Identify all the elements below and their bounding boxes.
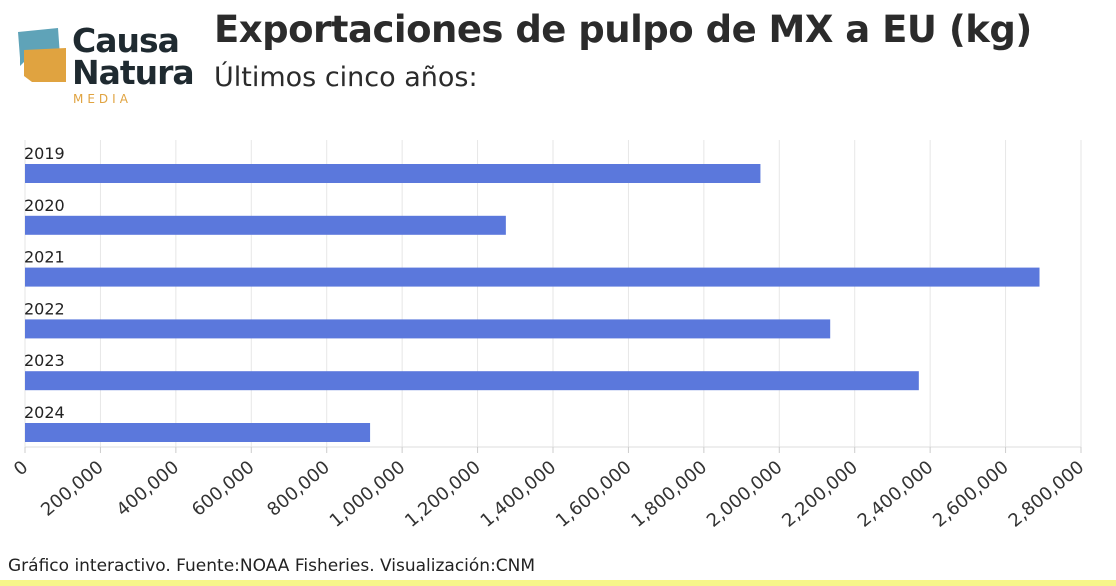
x-tick-label: 800,000 <box>263 457 334 521</box>
source-note: Gráfico interactivo. Fuente:NOAA Fisheri… <box>8 556 536 576</box>
logo-word-media: MEDIA <box>73 92 132 106</box>
category-label: 2020 <box>24 196 65 215</box>
bottom-highlight-band <box>0 580 1116 586</box>
bar <box>25 371 919 391</box>
bar <box>25 423 371 442</box>
x-tick-label: 1,600,000 <box>552 457 636 532</box>
x-tick-label: 1,800,000 <box>627 457 711 532</box>
x-tick-label: 2,600,000 <box>929 457 1013 532</box>
x-tick-label: 1,000,000 <box>326 457 410 532</box>
x-tick-label: 2,400,000 <box>854 457 938 532</box>
chart-subtitle: Últimos cinco años: <box>214 62 478 93</box>
category-label: 2024 <box>24 403 65 422</box>
logo-word-causa: Causa <box>72 21 180 60</box>
x-tick-label: 200,000 <box>37 457 108 521</box>
bar <box>25 267 1040 287</box>
category-label: 2022 <box>24 299 65 318</box>
bar <box>25 319 831 339</box>
category-label: 2019 <box>24 144 65 163</box>
x-tick-label: 2,200,000 <box>778 457 862 532</box>
x-tick-label: 2,000,000 <box>703 457 787 532</box>
category-label: 2021 <box>24 248 65 267</box>
logo-word-natura: Natura <box>72 53 195 92</box>
chart-title: Exportaciones de pulpo de MX a EU (kg) <box>214 8 1032 51</box>
causa-natura-logo: Causa Natura MEDIA <box>14 22 204 110</box>
bar <box>25 164 761 183</box>
x-tick-label: 1,200,000 <box>401 457 485 532</box>
category-label: 2023 <box>24 351 65 370</box>
bar-chart: 2019 2020 2021 2022 2023 2024 0 200,000 400,000 6… <box>10 140 1089 532</box>
x-tick-label: 400,000 <box>113 457 184 521</box>
bar <box>25 215 506 235</box>
x-tick-label: 2,800,000 <box>1005 457 1089 532</box>
x-tick-label: 0 <box>10 457 32 480</box>
x-tick-label: 600,000 <box>188 457 259 521</box>
x-tick-label: 1,400,000 <box>477 457 561 532</box>
speech-bubble-icon <box>18 28 66 82</box>
